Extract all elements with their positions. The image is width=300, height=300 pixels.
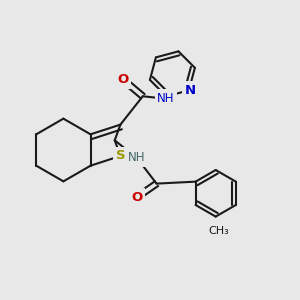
Text: O: O xyxy=(131,190,143,203)
Text: S: S xyxy=(116,149,125,163)
Text: N: N xyxy=(185,84,196,97)
Text: NH: NH xyxy=(157,92,175,105)
Text: O: O xyxy=(118,73,129,86)
Text: NH: NH xyxy=(128,151,145,164)
Text: CH₃: CH₃ xyxy=(208,226,229,236)
